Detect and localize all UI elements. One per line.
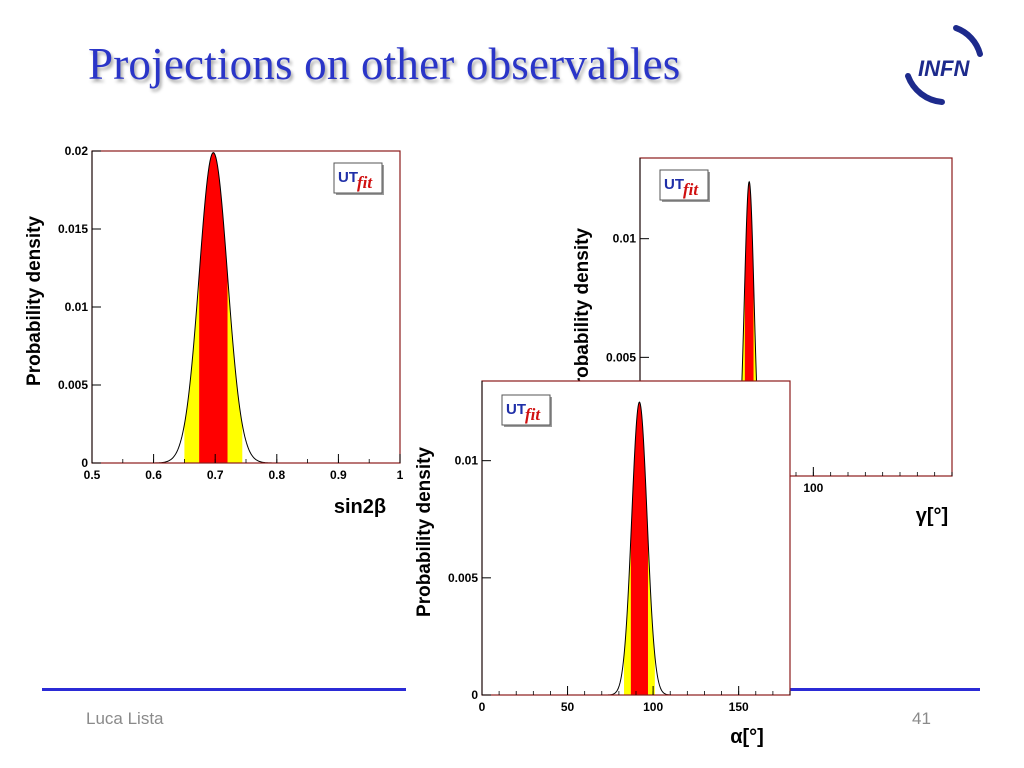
badge-ut-text: UT bbox=[506, 401, 526, 418]
utfit-badge: UT fit bbox=[659, 169, 710, 202]
plot-area bbox=[92, 151, 400, 463]
x-axis-title: α[°] bbox=[730, 726, 764, 748]
x-tick-label: 100 bbox=[643, 700, 663, 714]
y-tick-label: 0.015 bbox=[58, 222, 88, 236]
x-tick-label: 100 bbox=[803, 481, 823, 495]
y-tick-label: 0.005 bbox=[448, 571, 478, 585]
y-tick-label: 0 bbox=[81, 456, 88, 470]
chart-alpha: 0 50 100 150 0 0.005 0.01 Probability density α[… bbox=[414, 380, 791, 748]
probability-band-inner bbox=[630, 402, 648, 695]
badge-ut-text: UT bbox=[664, 176, 684, 193]
x-tick-label: 0.8 bbox=[268, 468, 285, 482]
slide-title: Projections on other observables bbox=[88, 39, 681, 89]
x-tick-label: 0.6 bbox=[145, 468, 162, 482]
utfit-badge: UT fit bbox=[333, 162, 384, 195]
footer-author: Luca Lista bbox=[86, 709, 164, 728]
chart-sin2beta: 0.5 0.6 0.7 0.8 0.9 1 0 0.005 0.01 0.015 0.02 Proba… bbox=[24, 144, 404, 518]
x-tick-label: 0.5 bbox=[84, 468, 101, 482]
y-tick-label: 0.005 bbox=[58, 378, 88, 392]
x-tick-label: 150 bbox=[729, 700, 749, 714]
x-tick-label: 0 bbox=[479, 700, 486, 714]
logo-text: INFN bbox=[918, 56, 970, 81]
x-tick-label: 1 bbox=[397, 468, 404, 482]
badge-fit-text: fit bbox=[525, 405, 541, 424]
x-tick-label: 0.7 bbox=[207, 468, 224, 482]
y-axis-title: Probability density bbox=[24, 216, 45, 386]
badge-ut-text: UT bbox=[338, 169, 358, 186]
footer-page-number: 41 bbox=[912, 709, 931, 728]
y-tick-label: 0.01 bbox=[65, 300, 89, 314]
y-tick-label: 0.01 bbox=[613, 232, 637, 246]
y-tick-label: 0.02 bbox=[65, 144, 89, 158]
footer-rule-left bbox=[42, 688, 406, 691]
x-axis-title: sin2β bbox=[334, 496, 386, 518]
utfit-badge: UT fit bbox=[501, 394, 552, 427]
y-tick-label: 0.005 bbox=[606, 350, 636, 364]
badge-fit-text: fit bbox=[683, 180, 699, 199]
x-tick-label: 0.9 bbox=[330, 468, 347, 482]
y-axis-title: Probability density bbox=[414, 447, 435, 617]
infn-logo: INFN bbox=[905, 25, 983, 105]
footer-rule-right bbox=[790, 688, 980, 691]
badge-fit-text: fit bbox=[357, 173, 373, 192]
x-axis-title: γ[°] bbox=[916, 505, 948, 527]
y-tick-label: 0.01 bbox=[455, 454, 479, 468]
x-tick-label: 50 bbox=[561, 700, 575, 714]
y-tick-label: 0 bbox=[471, 688, 478, 702]
probability-band-inner bbox=[199, 152, 228, 463]
y-axis-title: Probability density bbox=[572, 228, 593, 398]
